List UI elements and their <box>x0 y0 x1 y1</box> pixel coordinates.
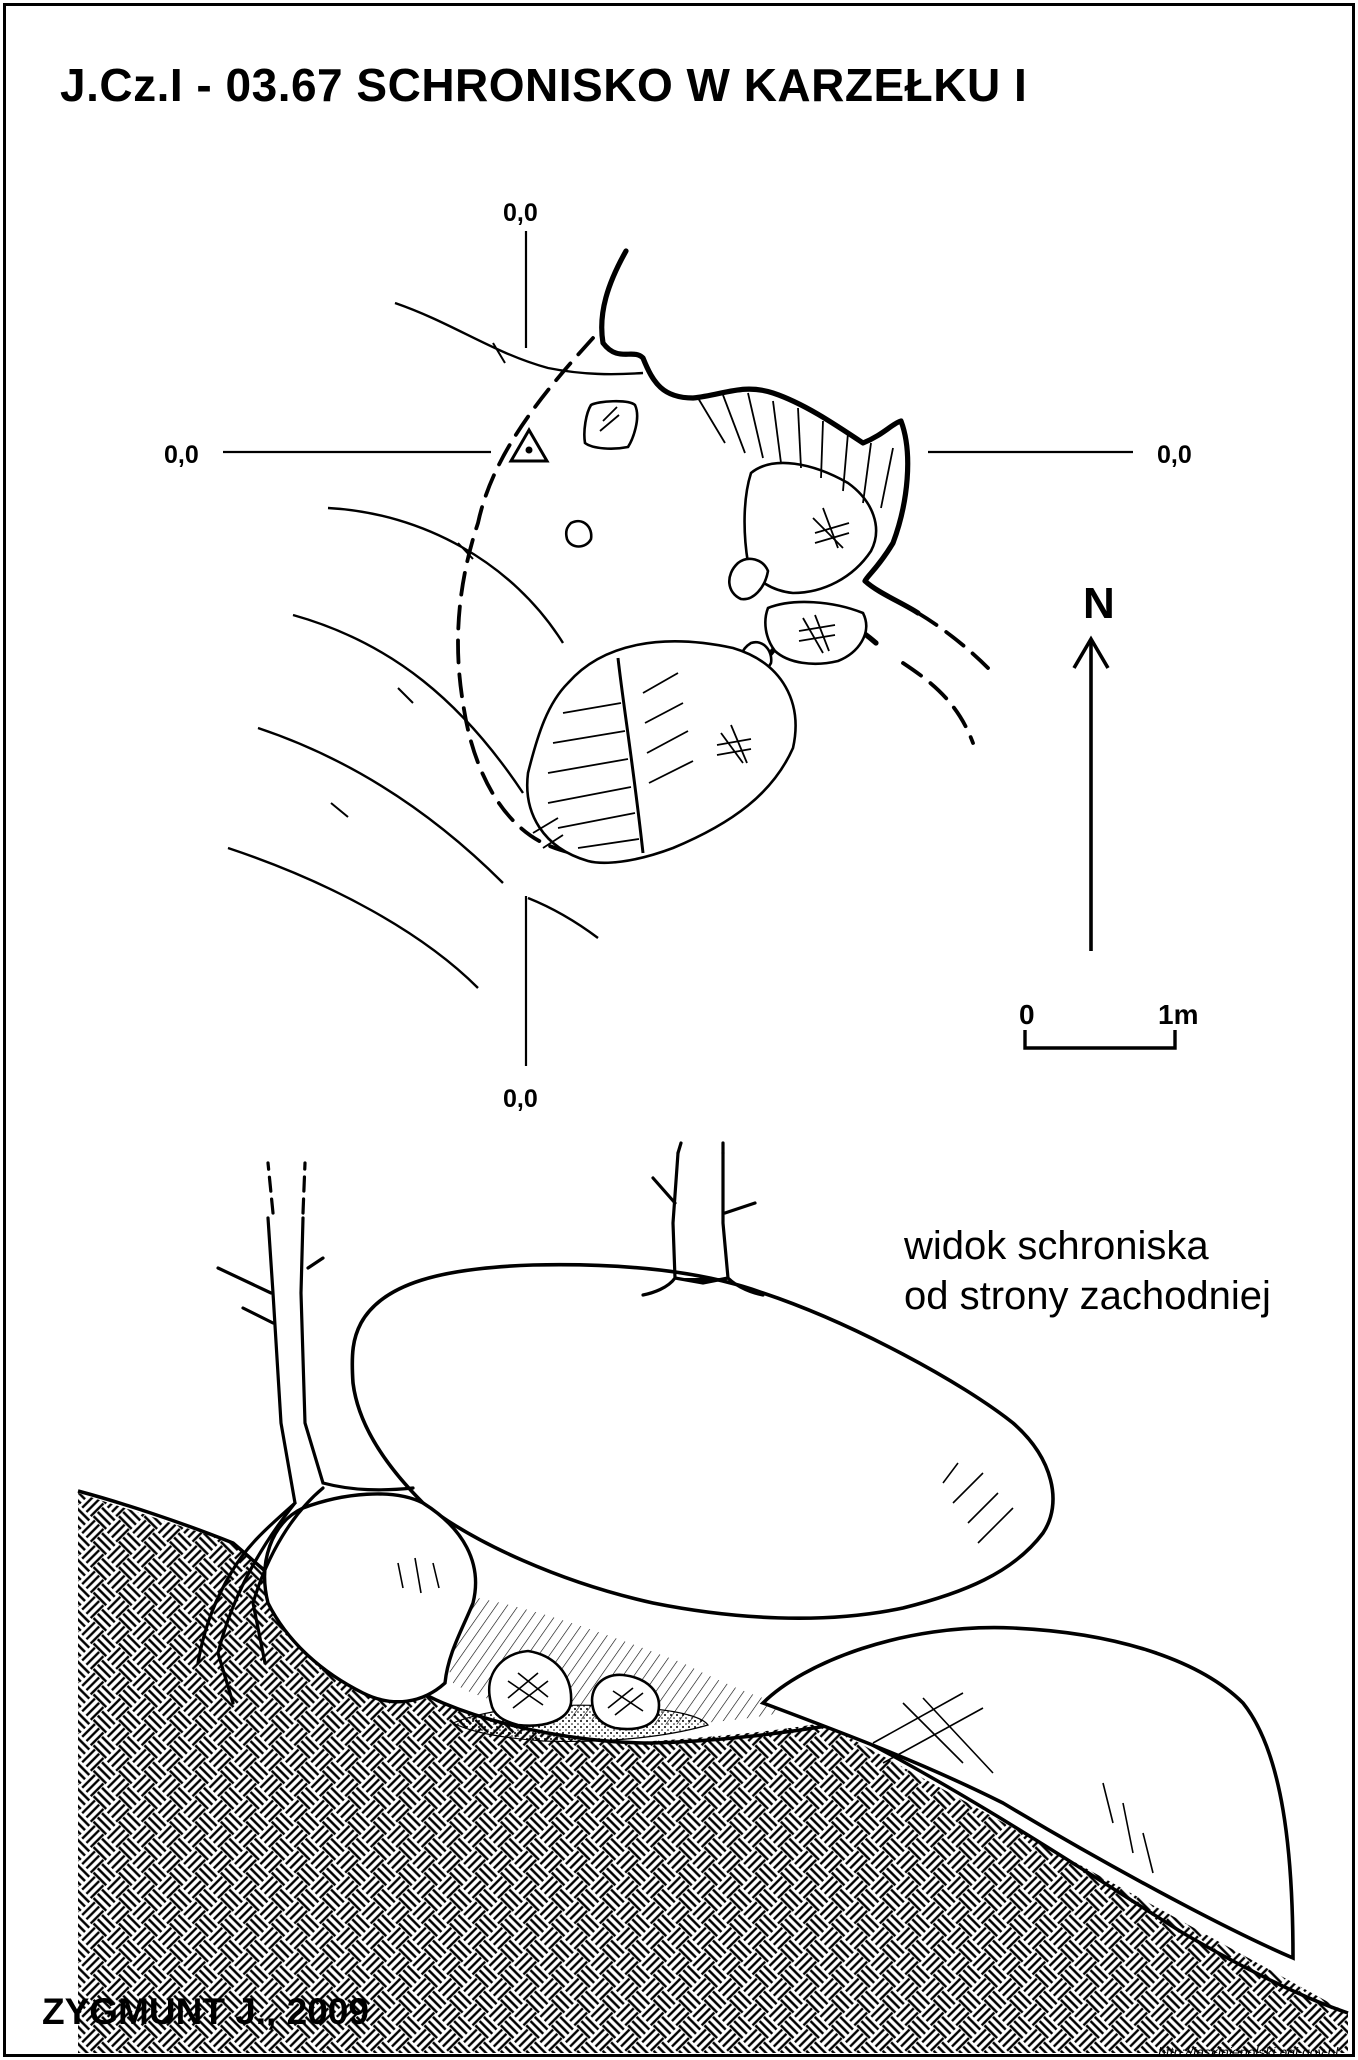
bedrock <box>78 1493 1348 2053</box>
cave-survey-drawing <box>77 231 1349 2053</box>
plan-boulder-hatching <box>532 392 894 854</box>
page-title: J.Cz.I - 03.67 SCHRONISKO W KARZEŁKU I <box>60 59 1028 111</box>
contour-lines <box>227 301 644 989</box>
view-caption-line2: od strony zachodniej <box>904 1274 1271 1318</box>
west-view <box>77 1141 1349 2053</box>
source-url: http://jaskiniepolski.pgi.gov.pl <box>1158 2044 1339 2057</box>
coordinate-label-left: 0,0 <box>164 441 199 469</box>
scale-start-label: 0 <box>1019 999 1035 1030</box>
view-caption-line1: widok schroniska <box>904 1224 1209 1268</box>
scale-end-label: 1m <box>1158 999 1199 1030</box>
scale-bar-icon <box>1023 1030 1177 1050</box>
coordinate-label-right: 0,0 <box>1157 441 1192 469</box>
drawing-frame: J.Cz.I - 03.67 SCHRONISKO W KARZEŁKU I 0… <box>3 3 1355 2057</box>
survey-station-icon <box>508 427 550 463</box>
plan-boulders <box>525 399 878 865</box>
coordinate-label-bottom: 0,0 <box>503 1085 538 1113</box>
author-credit: ZYGMUNT J., 2009 <box>42 1991 369 2032</box>
right-boulder <box>759 1625 1295 1961</box>
tree-left <box>196 1161 415 1705</box>
dashed-edges <box>456 336 990 863</box>
coordinate-cross <box>223 231 1133 1066</box>
left-boulder <box>263 1492 478 1704</box>
shelter-stones <box>488 1649 661 1731</box>
contour-ticks <box>330 342 506 818</box>
stone-texture <box>397 1462 1154 1874</box>
north-arrow-icon <box>1072 635 1110 951</box>
coordinate-label-top: 0,0 <box>503 199 538 227</box>
tree-right <box>641 1141 765 1297</box>
north-label: N <box>1083 579 1115 628</box>
plan-view <box>223 231 1177 1066</box>
